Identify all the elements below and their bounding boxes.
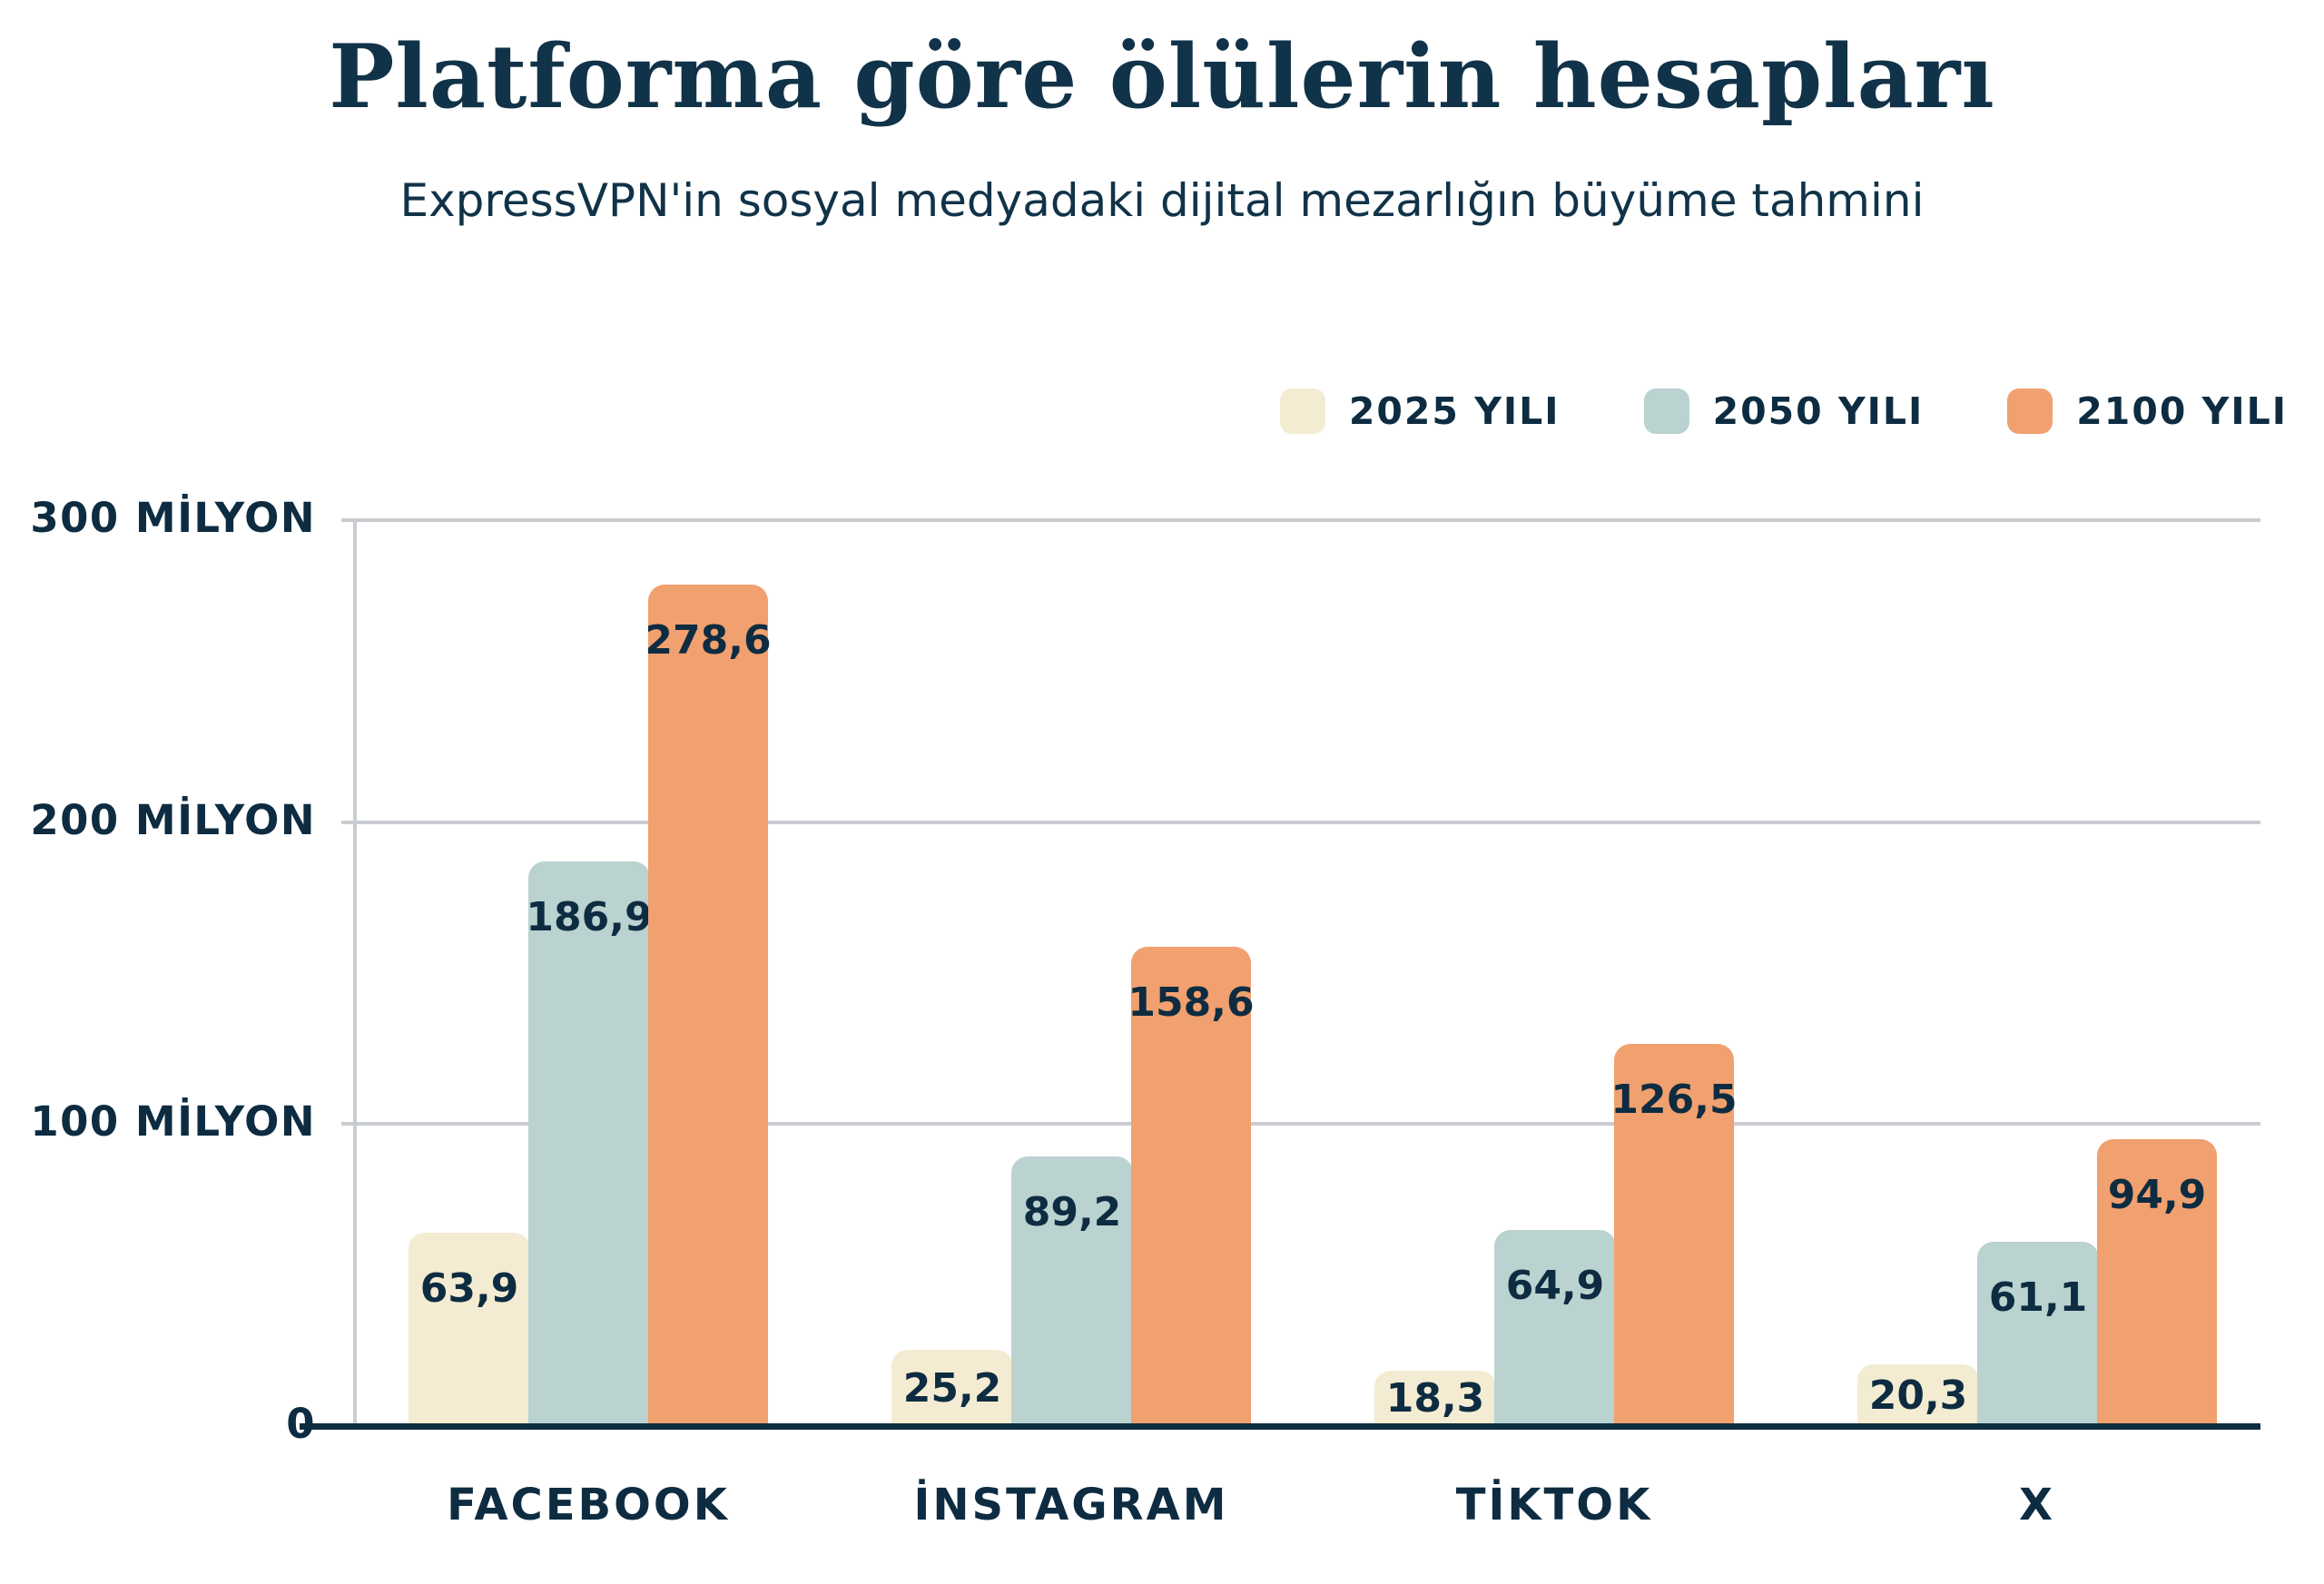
bar-ti̇ktok-2100-yili: 126,5 [1610, 1044, 1738, 1426]
bar-i̇nstagram-2100-yili: 158,6 [1128, 947, 1255, 1426]
legend-item-2050-yili: 2050 YILI [1643, 389, 1925, 434]
bar-i̇nstagram-2025-yili: 25,2 [891, 1350, 1013, 1426]
bar-i̇nstagram-2050-yili: 89,2 [1011, 1156, 1133, 1426]
category-label-ti̇ktok: TİKTOK [1455, 1480, 1653, 1530]
bar-value-label: 63,9 [419, 1265, 519, 1312]
bar-value-label: 89,2 [1022, 1189, 1122, 1235]
category-label-facebook: FACEBOOK [447, 1480, 730, 1530]
bar-value-label: 186,9 [526, 894, 653, 940]
bar-facebook-2050-yili: 186,9 [526, 861, 653, 1426]
legend-label: 2100 YILI [2076, 389, 2288, 433]
bar-value-label: 94,9 [2107, 1172, 2207, 1218]
legend-label: 2050 YILI [1712, 389, 1925, 433]
gridline-200-milyon [341, 820, 2260, 824]
bar-value-label: 278,6 [645, 617, 772, 664]
bar-value-label: 20,3 [1868, 1372, 1968, 1419]
bar-ti̇ktok-2050-yili: 64,9 [1494, 1230, 1616, 1426]
legend-label: 2025 YILI [1348, 389, 1561, 433]
bar-x-2025-yili: 20,3 [1857, 1364, 1979, 1426]
chart-title: Platforma göre ölülerin hesapları [329, 25, 1995, 128]
chart-subtitle: ExpressVPN'in sosyal medyadaki dijital m… [399, 174, 1925, 227]
y-axis-tick-label: 200 MİLYON [30, 795, 316, 844]
bar-value-label: 61,1 [1988, 1274, 2088, 1321]
bar-value-label: 64,9 [1505, 1263, 1605, 1309]
bar-facebook-2100-yili: 278,6 [645, 585, 772, 1426]
legend-item-2100-yili: 2100 YILI [2007, 389, 2288, 434]
y-axis-line [353, 518, 357, 1426]
legend-swatch-icon [1643, 389, 1689, 434]
legend-swatch-icon [2007, 389, 2053, 434]
bar-value-label: 158,6 [1128, 979, 1255, 1026]
bar-ti̇ktok-2025-yili: 18,3 [1374, 1371, 1496, 1426]
bar-value-label: 18,3 [1385, 1375, 1485, 1422]
legend-item-2025-yili: 2025 YILI [1279, 389, 1561, 434]
y-axis-tick-label: 100 MİLYON [30, 1097, 316, 1146]
y-axis-tick-label: 300 MİLYON [30, 494, 316, 542]
bar-x-2050-yili: 61,1 [1977, 1242, 2099, 1426]
legend: 2025 YILI 2050 YILI 2100 YILI [1279, 389, 2288, 434]
category-label-i̇nstagram: İNSTAGRAM [913, 1480, 1229, 1530]
category-label-x: X [2018, 1480, 2056, 1530]
bar-facebook-2025-yili: 63,9 [409, 1233, 530, 1426]
legend-swatch-icon [1279, 389, 1325, 434]
bar-value-label: 25,2 [902, 1364, 1002, 1412]
gridline-100-milyon [341, 1122, 2260, 1127]
gridline-300-milyon [341, 518, 2260, 522]
bar-value-label: 126,5 [1610, 1077, 1738, 1123]
bar-x-2100-yili: 94,9 [2097, 1139, 2217, 1426]
x-axis-baseline [300, 1423, 2260, 1430]
